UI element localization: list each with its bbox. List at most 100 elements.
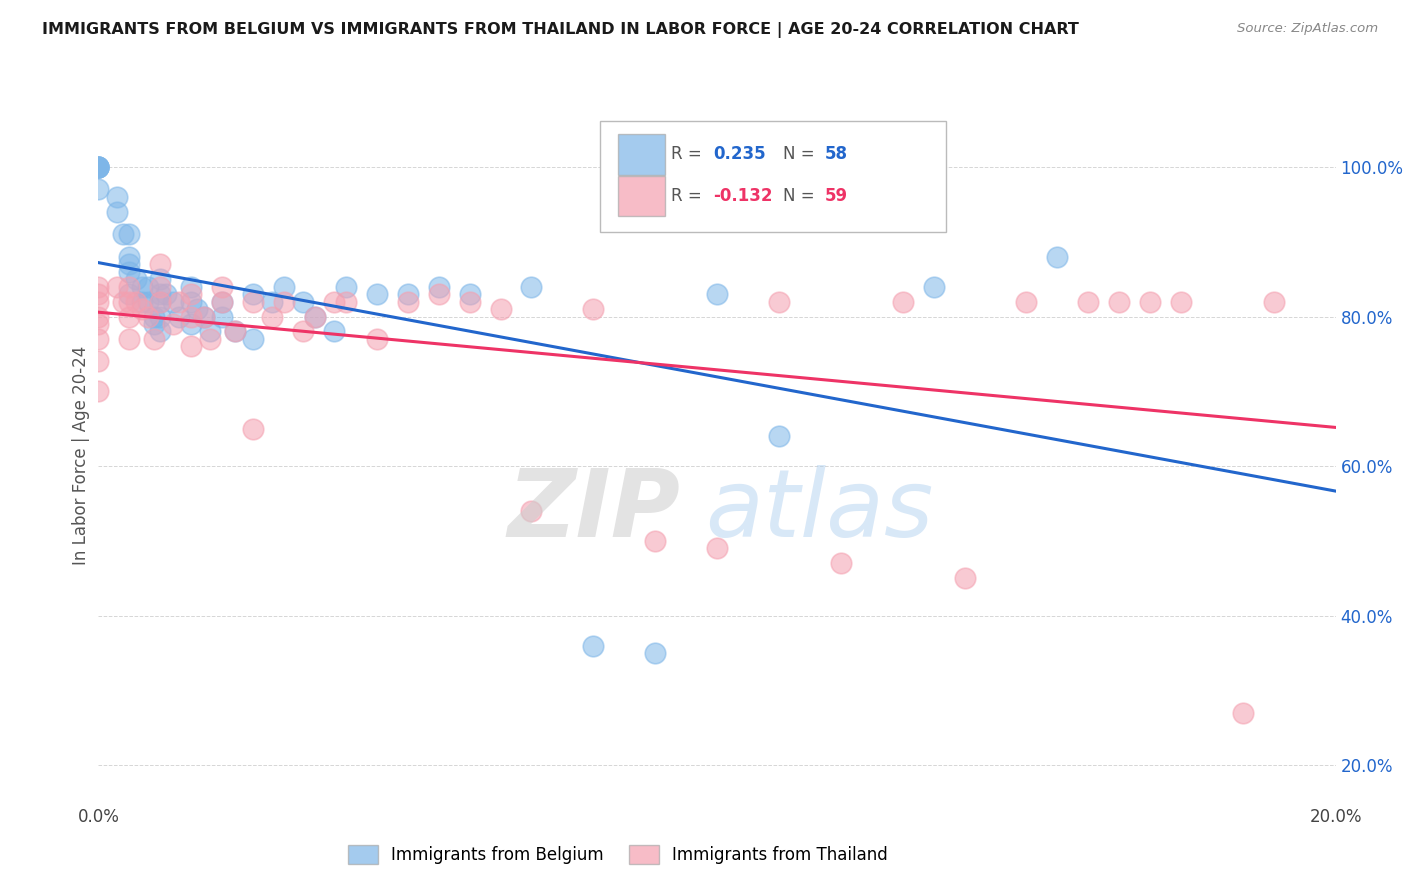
Point	[242, 422, 264, 436]
Point	[118, 332, 141, 346]
Point	[198, 332, 221, 346]
Point	[768, 429, 790, 443]
Point	[1108, 294, 1130, 309]
Point	[149, 294, 172, 309]
Point	[335, 279, 357, 293]
Point	[124, 294, 146, 309]
Point	[118, 294, 141, 309]
Point	[242, 294, 264, 309]
Point	[489, 301, 512, 316]
Point	[87, 354, 110, 368]
Point	[180, 287, 202, 301]
Point	[149, 257, 172, 271]
Point	[193, 310, 215, 324]
Text: 0.235: 0.235	[713, 145, 766, 163]
Point	[520, 504, 543, 518]
Point	[87, 160, 110, 174]
Point	[87, 310, 110, 324]
FancyBboxPatch shape	[599, 121, 946, 232]
Text: 59: 59	[825, 187, 848, 205]
Point	[143, 310, 166, 324]
Point	[180, 310, 202, 324]
Point	[582, 301, 605, 316]
Point	[131, 294, 153, 309]
Point	[105, 190, 128, 204]
Point	[112, 294, 135, 309]
Point	[180, 317, 202, 331]
Point	[304, 310, 326, 324]
Text: IMMIGRANTS FROM BELGIUM VS IMMIGRANTS FROM THAILAND IN LABOR FORCE | AGE 20-24 C: IMMIGRANTS FROM BELGIUM VS IMMIGRANTS FR…	[42, 22, 1078, 38]
Point	[322, 325, 344, 339]
Point	[87, 160, 110, 174]
Point	[193, 310, 215, 324]
Point	[366, 287, 388, 301]
Point	[1046, 250, 1069, 264]
Point	[322, 294, 344, 309]
Point	[922, 279, 945, 293]
Point	[87, 160, 110, 174]
Point	[87, 279, 110, 293]
Point	[582, 639, 605, 653]
Point	[112, 227, 135, 242]
Point	[87, 160, 110, 174]
Point	[242, 332, 264, 346]
Point	[87, 317, 110, 331]
Text: R =: R =	[671, 187, 707, 205]
Point	[768, 294, 790, 309]
Point	[180, 339, 202, 353]
Point	[149, 294, 172, 309]
Point	[105, 279, 128, 293]
Point	[118, 310, 141, 324]
Point	[1077, 294, 1099, 309]
FancyBboxPatch shape	[619, 134, 665, 175]
Point	[162, 294, 184, 309]
Text: ZIP: ZIP	[508, 465, 681, 557]
Point	[1139, 294, 1161, 309]
Text: N =: N =	[783, 187, 820, 205]
Point	[830, 557, 852, 571]
Y-axis label: In Labor Force | Age 20-24: In Labor Force | Age 20-24	[72, 345, 90, 565]
Point	[1232, 706, 1254, 720]
Point	[87, 384, 110, 399]
Point	[118, 287, 141, 301]
Point	[644, 533, 666, 548]
Point	[149, 287, 172, 301]
Point	[124, 272, 146, 286]
Point	[136, 294, 159, 309]
Point	[335, 294, 357, 309]
Point	[396, 294, 419, 309]
FancyBboxPatch shape	[619, 176, 665, 216]
Point	[260, 294, 283, 309]
Text: -0.132: -0.132	[713, 187, 773, 205]
Point	[105, 204, 128, 219]
Point	[118, 265, 141, 279]
Point	[211, 294, 233, 309]
Text: N =: N =	[783, 145, 820, 163]
Point	[366, 332, 388, 346]
Point	[291, 294, 314, 309]
Point	[304, 310, 326, 324]
Point	[224, 325, 246, 339]
Point	[87, 160, 110, 174]
Point	[427, 287, 450, 301]
Point	[149, 272, 172, 286]
Point	[136, 310, 159, 324]
Point	[87, 160, 110, 174]
Point	[520, 279, 543, 293]
Point	[1015, 294, 1038, 309]
Point	[149, 279, 172, 293]
Text: atlas: atlas	[704, 465, 934, 556]
Point	[143, 317, 166, 331]
Point	[118, 257, 141, 271]
Point	[211, 279, 233, 293]
Point	[167, 294, 190, 309]
Point	[953, 571, 976, 585]
Point	[186, 301, 208, 316]
Point	[162, 317, 184, 331]
Point	[149, 325, 172, 339]
Point	[136, 279, 159, 293]
Point	[118, 227, 141, 242]
Point	[458, 294, 481, 309]
Point	[644, 646, 666, 660]
Point	[131, 301, 153, 316]
